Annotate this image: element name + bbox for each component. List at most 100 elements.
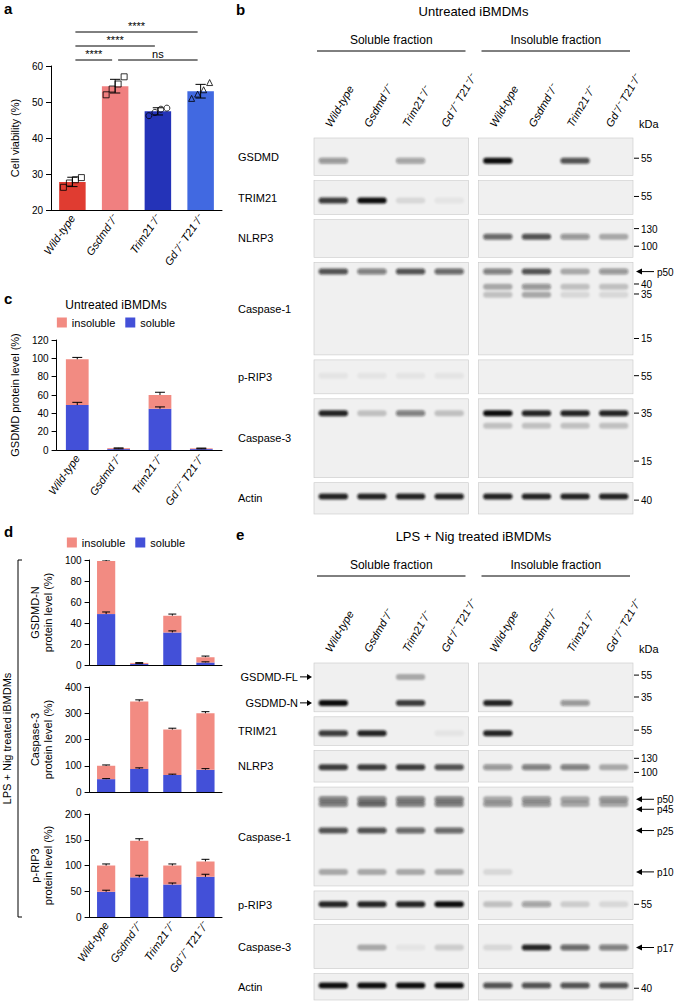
svg-text:p-RIP3: p-RIP3: [238, 899, 272, 911]
svg-text:150: 150: [65, 834, 82, 845]
svg-text:p-RIP3: p-RIP3: [29, 848, 41, 882]
svg-text:Gd⁻/⁻ T21⁻/⁻: Gd⁻/⁻ T21⁻/⁻: [163, 451, 208, 508]
svg-text:40: 40: [641, 495, 653, 506]
svg-text:300: 300: [65, 708, 82, 719]
svg-text:60: 60: [70, 597, 82, 608]
svg-text:p-RIP3: p-RIP3: [238, 371, 272, 383]
svg-text:35: 35: [641, 289, 653, 300]
svg-text:Wild-type: Wild-type: [487, 608, 520, 654]
svg-text:55: 55: [641, 899, 653, 910]
svg-text:Gd⁻/⁻ T21⁻/⁻: Gd⁻/⁻ T21⁻/⁻: [167, 918, 212, 975]
svg-text:****: ****: [107, 34, 125, 46]
svg-text:35: 35: [641, 408, 653, 419]
svg-text:GSDMD-N: GSDMD-N: [29, 586, 41, 639]
svg-text:40: 40: [37, 408, 49, 419]
svg-text:GSDMD-N: GSDMD-N: [245, 697, 298, 709]
svg-text:Caspase-3: Caspase-3: [238, 432, 291, 444]
svg-text:Wild-type: Wild-type: [75, 920, 111, 964]
svg-text:p17: p17: [657, 943, 674, 954]
svg-text:insoluble: insoluble: [82, 537, 125, 549]
svg-text:80: 80: [70, 576, 82, 587]
svg-text:Caspase-1: Caspase-1: [238, 303, 291, 315]
svg-text:LPS + Nig treated iBMDMs: LPS + Nig treated iBMDMs: [396, 529, 552, 544]
svg-text:Caspase-3: Caspase-3: [238, 941, 291, 953]
svg-text:30: 30: [32, 169, 44, 180]
svg-text:20: 20: [37, 426, 49, 437]
svg-text:100: 100: [65, 760, 82, 771]
svg-text:kDa: kDa: [639, 118, 659, 130]
svg-text:0: 0: [76, 660, 82, 671]
svg-text:protein level (%): protein level (%): [42, 573, 54, 652]
svg-text:****: ****: [85, 48, 103, 60]
svg-text:0: 0: [76, 787, 82, 798]
svg-text:Wild-type: Wild-type: [487, 83, 520, 129]
svg-text:Gsdmd⁻/⁻: Gsdmd⁻/⁻: [108, 918, 146, 965]
svg-text:Gd⁻/⁻ T21⁻/⁻: Gd⁻/⁻ T21⁻/⁻: [439, 595, 480, 654]
svg-text:100: 100: [65, 860, 82, 871]
svg-text:55: 55: [641, 725, 653, 736]
svg-text:insoluble: insoluble: [72, 317, 115, 329]
svg-text:p25: p25: [657, 826, 674, 837]
svg-text:p50: p50: [657, 267, 674, 278]
svg-text:120: 120: [32, 335, 49, 346]
svg-text:p45: p45: [657, 804, 674, 815]
svg-text:Trim21⁻/⁻: Trim21⁻/⁻: [564, 608, 598, 654]
svg-text:b: b: [236, 1, 245, 18]
svg-text:Caspase-1: Caspase-1: [238, 831, 291, 843]
svg-text:100: 100: [32, 353, 49, 364]
svg-text:Gd⁻/⁻ T21⁻/⁻: Gd⁻/⁻ T21⁻/⁻: [439, 70, 480, 129]
svg-text:100: 100: [641, 767, 658, 778]
svg-text:200: 200: [65, 734, 82, 745]
svg-text:Wild-type: Wild-type: [323, 83, 356, 129]
svg-text:60: 60: [32, 61, 44, 72]
svg-text:GSDMD protein level (%): GSDMD protein level (%): [9, 333, 21, 456]
svg-text:40: 40: [70, 618, 82, 629]
svg-text:kDa: kDa: [639, 643, 659, 655]
svg-text:Soluble fraction: Soluble fraction: [350, 33, 433, 47]
svg-text:ns: ns: [152, 48, 164, 60]
svg-text:Gd⁻/⁻ T21⁻/⁻: Gd⁻/⁻ T21⁻/⁻: [162, 211, 207, 268]
svg-text:130: 130: [641, 753, 658, 764]
svg-text:55: 55: [641, 670, 653, 681]
svg-text:Soluble fraction: Soluble fraction: [350, 558, 433, 572]
svg-text:p10: p10: [657, 867, 674, 878]
svg-text:Gsdmd⁻/⁻: Gsdmd⁻/⁻: [526, 606, 561, 654]
svg-text:Insoluble fraction: Insoluble fraction: [510, 33, 601, 47]
svg-text:Trim21⁻/⁻: Trim21⁻/⁻: [142, 918, 178, 963]
svg-text:Actin: Actin: [238, 981, 262, 993]
svg-text:****: ****: [128, 20, 146, 32]
svg-text:0: 0: [76, 912, 82, 923]
svg-text:35: 35: [641, 692, 653, 703]
svg-text:Cell viability (%): Cell viability (%): [9, 99, 21, 177]
svg-text:55: 55: [641, 191, 653, 202]
svg-text:40: 40: [32, 133, 44, 144]
svg-text:TRIM21: TRIM21: [238, 725, 277, 737]
svg-text:50: 50: [32, 97, 44, 108]
svg-text:GSDMD-FL: GSDMD-FL: [241, 671, 298, 683]
svg-text:15: 15: [641, 456, 653, 467]
svg-text:400: 400: [65, 682, 82, 693]
svg-text:0: 0: [43, 445, 49, 456]
svg-text:Gsdmd⁻/⁻: Gsdmd⁻/⁻: [361, 81, 396, 129]
svg-text:Gd⁻/⁻ T21⁻/⁻: Gd⁻/⁻ T21⁻/⁻: [603, 70, 644, 129]
svg-text:Trim21⁻/⁻: Trim21⁻/⁻: [130, 451, 166, 496]
svg-text:soluble: soluble: [150, 537, 185, 549]
svg-text:15: 15: [641, 333, 653, 344]
svg-text:200: 200: [65, 809, 82, 820]
svg-text:40: 40: [641, 983, 653, 994]
svg-text:20: 20: [32, 205, 44, 216]
svg-text:Actin: Actin: [238, 492, 262, 504]
svg-text:20: 20: [70, 639, 82, 650]
svg-text:Gsdmd⁻/⁻: Gsdmd⁻/⁻: [84, 211, 122, 258]
svg-text:protein level (%): protein level (%): [42, 826, 54, 905]
svg-text:Wild-type: Wild-type: [41, 213, 77, 257]
svg-text:Trim21⁻/⁻: Trim21⁻/⁻: [400, 608, 434, 654]
svg-text:Trim21⁻/⁻: Trim21⁻/⁻: [400, 83, 434, 129]
svg-text:Insoluble fraction: Insoluble fraction: [510, 558, 601, 572]
svg-text:60: 60: [37, 390, 49, 401]
svg-text:50: 50: [70, 886, 82, 897]
svg-text:NLRP3: NLRP3: [238, 760, 273, 772]
svg-text:Gsdmd⁻/⁻: Gsdmd⁻/⁻: [361, 606, 396, 654]
svg-text:LPS + Nig treated iBMDMs: LPS + Nig treated iBMDMs: [1, 672, 13, 804]
svg-text:Gsdmd⁻/⁻: Gsdmd⁻/⁻: [87, 451, 125, 498]
